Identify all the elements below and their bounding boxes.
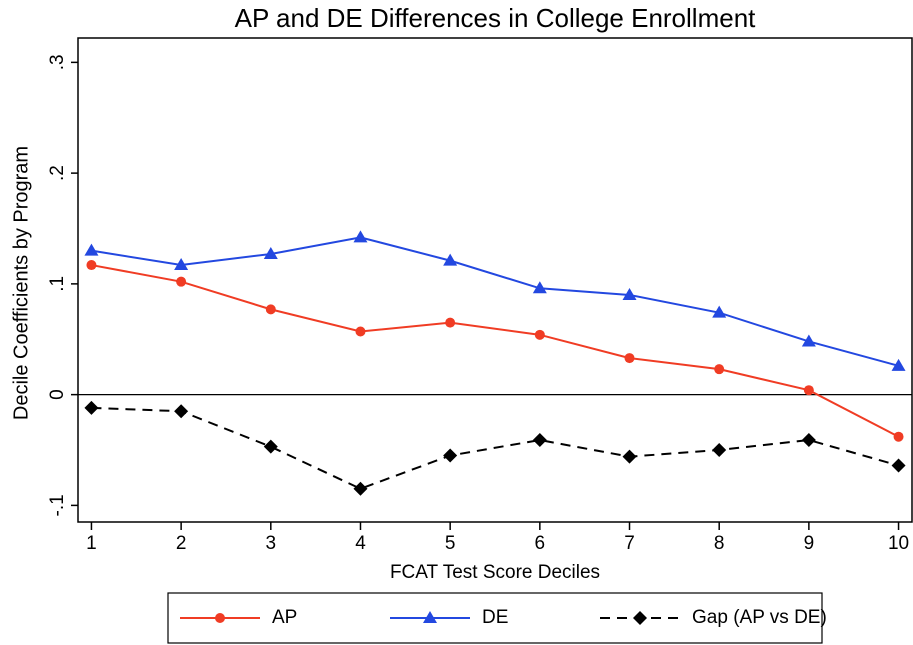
marker	[534, 329, 545, 340]
marker	[353, 230, 368, 243]
marker	[893, 431, 904, 442]
marker	[633, 611, 647, 625]
marker	[423, 611, 437, 623]
marker	[443, 448, 458, 463]
plot-frame	[77, 37, 913, 523]
marker	[263, 439, 278, 454]
marker	[174, 404, 189, 419]
marker	[86, 260, 97, 271]
marker	[532, 281, 547, 294]
marker	[84, 400, 99, 415]
marker	[712, 305, 727, 318]
x-tick-label: 3	[266, 533, 277, 554]
marker	[265, 304, 276, 315]
x-tick-label: 8	[714, 533, 725, 554]
x-tick-label: 10	[888, 533, 909, 554]
marker	[174, 258, 189, 271]
x-tick-label: 6	[535, 533, 546, 554]
x-tick-label: 2	[176, 533, 187, 554]
x-tick-label: 4	[355, 533, 366, 554]
marker	[801, 334, 816, 347]
chart-title: AP and DE Differences in College Enrollm…	[235, 3, 757, 33]
series-line	[91, 236, 899, 367]
marker	[712, 443, 727, 458]
marker	[624, 353, 635, 364]
x-axis-label: FCAT Test Score Deciles	[390, 562, 600, 583]
marker	[176, 276, 187, 287]
marker	[443, 253, 458, 266]
x-tick-label: 5	[445, 533, 456, 554]
marker	[891, 458, 906, 473]
marker	[801, 433, 816, 448]
marker	[803, 385, 814, 396]
x-tick-label: 1	[86, 533, 97, 554]
marker	[263, 246, 278, 259]
y-tick-label: .2	[47, 165, 68, 181]
y-tick-label: 0	[47, 389, 68, 400]
legend-label: Gap (AP vs DE)	[692, 607, 827, 628]
marker	[532, 433, 547, 448]
marker	[353, 481, 368, 496]
marker	[445, 317, 456, 328]
marker	[622, 449, 637, 464]
legend-label: AP	[272, 607, 297, 628]
marker	[84, 243, 99, 256]
y-tick-label: .3	[47, 54, 68, 70]
x-tick-label: 7	[624, 533, 635, 554]
series-line	[91, 406, 899, 490]
marker	[891, 358, 906, 371]
marker	[622, 287, 637, 300]
y-axis-label: Decile Coefficients by Program	[10, 146, 32, 420]
marker	[714, 364, 725, 375]
x-tick-label: 9	[804, 533, 815, 554]
y-tick-label: -.1	[47, 494, 68, 516]
legend-label: DE	[482, 607, 508, 628]
y-tick-label: .1	[47, 276, 68, 292]
series-line	[91, 264, 900, 438]
marker	[355, 326, 366, 337]
legend-box	[167, 592, 823, 644]
marker	[215, 613, 225, 623]
